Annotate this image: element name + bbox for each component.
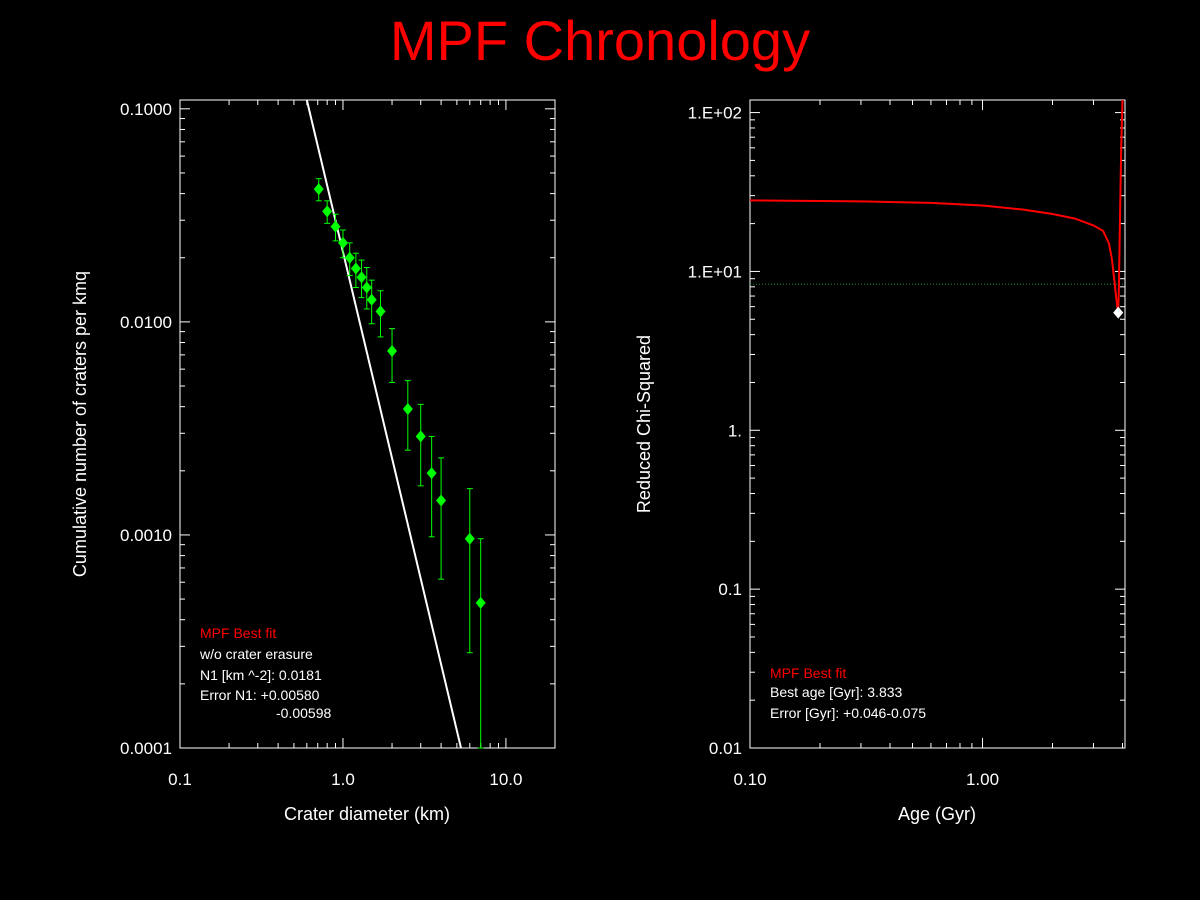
data-point	[361, 281, 372, 294]
data-point	[350, 262, 361, 275]
data-point	[464, 532, 475, 545]
left-axis-ticks: 0.1 1.0 10.0 0.0001 0.0010 0.0100 0.1000	[120, 100, 556, 789]
left-y-tick-label: 0.0010	[120, 526, 172, 545]
right-legend-line: Best age [Gyr]: 3.833	[770, 684, 903, 700]
right-y-tick-label: 1.E+01	[688, 262, 742, 281]
left-plot-data	[305, 99, 486, 749]
left-y-tick-label: 0.1000	[120, 100, 172, 119]
right-y-tick-label: 1.E+02	[688, 104, 742, 123]
right-axis-ticks: 0.10 1.00 0.01 0.1 1. 1.E+01 1.E+02	[688, 100, 1125, 789]
right-y-tick-label: 0.01	[709, 739, 742, 758]
data-point	[402, 403, 413, 416]
chart-title: MPF Chronology	[389, 9, 811, 72]
left-legend-title: MPF Best fit	[200, 625, 276, 641]
left-y-tick-label: 0.0001	[120, 739, 172, 758]
data-point	[436, 494, 447, 507]
data-point	[337, 236, 348, 249]
data-point	[387, 344, 398, 357]
left-x-tick-label: 1.0	[331, 770, 355, 789]
right-x-tick-label: 0.10	[733, 770, 766, 789]
left-legend-line: -0.00598	[276, 705, 331, 721]
right-legend-title: MPF Best fit	[770, 665, 846, 681]
left-x-axis-label: Crater diameter (km)	[284, 804, 450, 824]
right-x-axis-label: Age (Gyr)	[898, 804, 976, 824]
right-legend-line: Error [Gyr]: +0.046-0.075	[770, 705, 926, 721]
left-legend-line: Error N1: +0.00580	[200, 687, 320, 703]
right-y-tick-label: 0.1	[718, 580, 742, 599]
best-age-marker	[1113, 306, 1124, 319]
data-point	[344, 251, 355, 264]
data-point	[330, 220, 341, 233]
data-point	[313, 183, 324, 196]
data-point	[356, 271, 367, 284]
left-legend: MPF Best fit w/o crater erasure N1 [km ^…	[199, 625, 331, 721]
left-y-axis-label: Cumulative number of craters per kmq	[70, 271, 90, 577]
right-y-tick-label: 1.	[728, 421, 742, 440]
data-point	[375, 305, 386, 318]
data-point	[322, 205, 333, 218]
right-x-tick-label: 1.00	[966, 770, 999, 789]
data-point	[426, 467, 437, 480]
left-x-tick-label: 10.0	[489, 770, 522, 789]
plot-frame-left	[179, 99, 556, 749]
fit-line	[305, 99, 462, 749]
data-point	[415, 430, 426, 443]
left-y-tick-label: 0.0100	[120, 313, 172, 332]
data-point	[475, 596, 486, 609]
plot-frame-right	[749, 99, 1126, 749]
data-point	[366, 293, 377, 306]
left-x-tick-label: 0.1	[168, 770, 192, 789]
chi-squared-curve	[749, 99, 1124, 313]
right-legend: MPF Best fit Best age [Gyr]: 3.833 Error…	[770, 665, 926, 721]
left-legend-line: w/o crater erasure	[199, 646, 313, 662]
right-plot-data	[749, 99, 1125, 319]
left-legend-line: N1 [km ^-2]: 0.0181	[200, 667, 322, 683]
right-y-axis-label: Reduced Chi-Squared	[634, 335, 654, 513]
